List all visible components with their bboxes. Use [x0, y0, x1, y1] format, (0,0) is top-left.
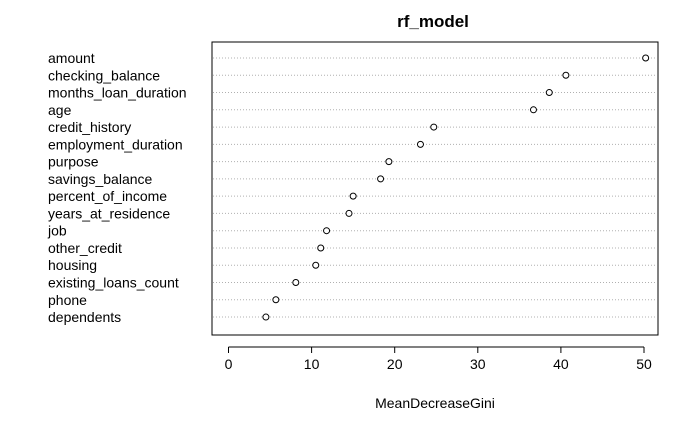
x-tick-label: 0 [225, 356, 233, 372]
data-point [272, 296, 280, 304]
data-point [312, 261, 320, 269]
category-label: years_at_residence [48, 205, 170, 221]
x-tick-label: 30 [470, 356, 486, 372]
category-label: age [48, 102, 72, 118]
plot-frame [211, 41, 659, 336]
category-label: housing [48, 257, 97, 273]
data-point [642, 54, 650, 62]
category-label: employment_duration [48, 136, 183, 152]
grid-lines [213, 57, 657, 318]
x-tick-label: 20 [387, 356, 403, 372]
x-axis-label: MeanDecreaseGini [375, 395, 495, 411]
category-label: months_loan_duration [48, 85, 187, 101]
data-point [377, 175, 385, 183]
x-tick-label: 40 [553, 356, 569, 372]
data-point [292, 279, 300, 287]
category-label: amount [48, 50, 95, 66]
data-point [349, 192, 357, 200]
data-point [385, 158, 393, 166]
data-points [262, 54, 650, 321]
data-point [545, 89, 553, 97]
category-label: job [47, 223, 67, 239]
data-point [416, 140, 424, 148]
category-label: percent_of_income [48, 188, 167, 204]
category-label: checking_balance [48, 67, 160, 83]
x-tick-label: 50 [636, 356, 652, 372]
data-point [345, 209, 353, 217]
data-point [323, 227, 331, 235]
category-label: purpose [48, 154, 99, 170]
category-label: other_credit [48, 240, 122, 256]
category-label: existing_loans_count [48, 275, 179, 291]
chart-title: rf_model [397, 12, 469, 31]
category-label: savings_balance [48, 171, 153, 187]
data-point [317, 244, 325, 252]
data-point [562, 71, 570, 79]
data-point [262, 313, 270, 321]
category-label: credit_history [48, 119, 131, 135]
data-point [529, 106, 537, 114]
category-label: phone [48, 292, 87, 308]
x-axis: 0 10 20 30 40 50 [225, 346, 652, 372]
category-label: dependents [48, 309, 121, 325]
x-tick-label: 10 [304, 356, 320, 372]
data-point [430, 123, 438, 131]
